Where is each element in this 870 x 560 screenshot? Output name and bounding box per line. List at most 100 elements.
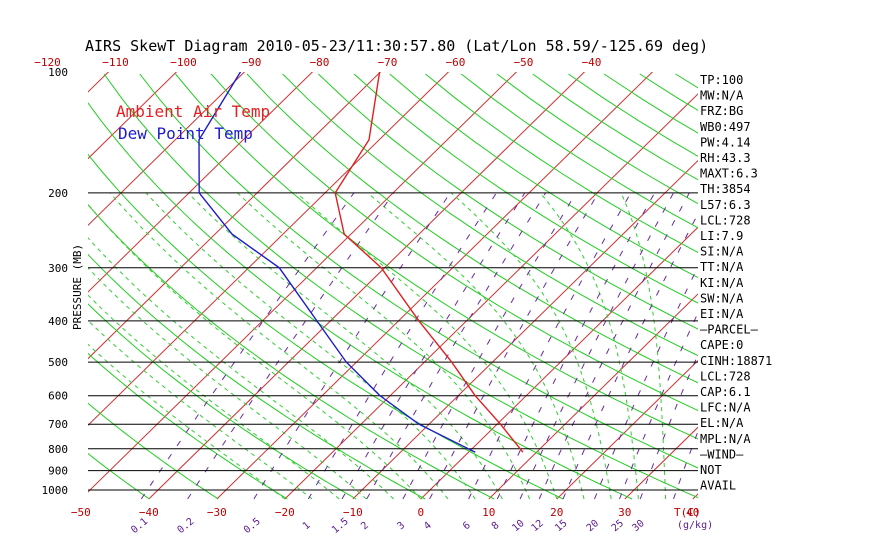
dry-adiabat-line bbox=[318, 73, 698, 330]
stability-index-item: KI:N/A bbox=[700, 276, 744, 290]
dry-adiabat-line bbox=[210, 73, 698, 412]
bottom-temp-tick-label: 10 bbox=[482, 506, 495, 519]
bottom-temp-tick-label: −40 bbox=[139, 506, 159, 519]
stability-index-item: MPL:N/A bbox=[700, 432, 751, 446]
isotherm-line bbox=[829, 65, 870, 499]
dry-adiabat-line bbox=[818, 74, 870, 499]
pressure-tick-label: 100 bbox=[48, 66, 68, 79]
mixing-ratio-labels: 0.1 0.2 0.5 1 1.5 2 3 4 6 8 10 12 15 20 25 30 bbox=[129, 516, 647, 536]
stability-index-item: —PARCEL— bbox=[700, 323, 759, 337]
bottom-temp-tick-label: 0 bbox=[417, 506, 424, 519]
top-temp-tick-label: −50 bbox=[514, 56, 534, 69]
pressure-tick-label: 1000 bbox=[42, 484, 69, 497]
stability-index-item: LI:7.9 bbox=[700, 229, 743, 243]
dry-adiabat-line bbox=[88, 352, 288, 500]
top-temp-tick-label: −90 bbox=[242, 56, 262, 69]
x-axis-unit-label: T(C) bbox=[674, 506, 701, 519]
dew-point-temp-line bbox=[198, 72, 476, 453]
pressure-tick-label: 800 bbox=[48, 443, 68, 456]
dry-adiabat-line bbox=[854, 74, 870, 499]
dry-adiabat-line bbox=[425, 73, 698, 253]
stability-index-item: EL:N/A bbox=[700, 416, 744, 430]
mixing-ratio-label: 10 bbox=[510, 518, 526, 534]
top-temp-tick-label: −80 bbox=[310, 56, 330, 69]
ambient-air-temp-line bbox=[334, 72, 524, 453]
stability-index-item: FRZ:BG bbox=[700, 104, 743, 118]
top-temp-tick-label: −60 bbox=[446, 56, 466, 69]
pressure-tick-label: 400 bbox=[48, 315, 68, 328]
moist-adiabat-line bbox=[367, 192, 585, 500]
plot-area bbox=[0, 65, 870, 500]
stability-index-item: SI:N/A bbox=[700, 245, 744, 259]
pressure-tick-label: 500 bbox=[48, 356, 68, 369]
dry-adiabat-line bbox=[496, 73, 698, 205]
mixing-ratio-line bbox=[429, 192, 599, 500]
isotherm-line bbox=[88, 72, 382, 360]
dry-adiabat-line bbox=[103, 73, 698, 499]
stability-index-item: LCL:728 bbox=[700, 369, 751, 383]
moist-adiabat-line bbox=[620, 192, 667, 500]
dry-adiabat-line bbox=[88, 303, 357, 500]
stability-index-item: MAXT:6.3 bbox=[700, 167, 758, 181]
stability-index-item: LFC:N/A bbox=[700, 401, 751, 415]
moist-adiabat-line bbox=[88, 203, 422, 500]
stability-index-item: PW:4.14 bbox=[700, 135, 751, 149]
pressure-tick-label: 200 bbox=[48, 187, 68, 200]
mixing-ratio-line bbox=[140, 192, 355, 500]
dry-adiabat-line bbox=[88, 452, 150, 500]
isotherm-line bbox=[761, 65, 870, 499]
mixing-ratio-label: 20 bbox=[585, 518, 601, 534]
isotherm-line bbox=[148, 72, 586, 500]
moist-adiabat-line bbox=[296, 192, 558, 500]
bottom-temp-tick-label: −50 bbox=[71, 506, 91, 519]
dry-adiabat-line bbox=[282, 73, 698, 357]
mixing-ratio-label: 0.5 bbox=[242, 516, 263, 536]
isotherm-line bbox=[88, 72, 246, 226]
stability-index-item: L57:6.3 bbox=[700, 198, 751, 212]
dry-adiabat-line bbox=[639, 73, 698, 111]
legend-ambient-air-temp: Ambient Air Temp bbox=[116, 102, 270, 121]
dry-adiabat-line bbox=[139, 73, 698, 469]
isotherm-line bbox=[352, 159, 698, 500]
stability-index-item: CAP:6.1 bbox=[700, 385, 751, 399]
moist-adiabat-line bbox=[88, 294, 340, 500]
bottom-temp-tick-label: −20 bbox=[275, 506, 295, 519]
isotherm-line bbox=[0, 65, 48, 499]
mixing-ratio-label: 1.5 bbox=[330, 516, 351, 536]
mixing-ratio-label: 8 bbox=[490, 520, 502, 532]
pressure-tick-label: 900 bbox=[48, 465, 68, 478]
stability-index-item: EI:N/A bbox=[700, 307, 744, 321]
mixing-ratio-line bbox=[562, 212, 698, 500]
dry-adiabat-line bbox=[747, 74, 870, 499]
dry-adiabat-line bbox=[0, 74, 80, 499]
stability-index-item: CINH:18871 bbox=[700, 354, 772, 368]
mixing-ratio-line bbox=[496, 192, 656, 500]
legend-dew-point-temp: Dew Point Temp bbox=[118, 124, 253, 143]
mixing-ratio-line bbox=[519, 192, 674, 500]
mixing-ratio-line bbox=[187, 192, 395, 500]
mixing-ratio-label: 0.1 bbox=[129, 516, 150, 536]
bottom-temp-tick-label: 40 bbox=[686, 506, 699, 519]
stability-index-item: —WIND— bbox=[700, 447, 744, 461]
moist-adiabat-line bbox=[88, 319, 313, 500]
mixing-ratio-line bbox=[341, 192, 526, 500]
moist-adiabat-line bbox=[539, 192, 639, 500]
isotherm-line bbox=[488, 293, 698, 500]
dry-adiabat-line bbox=[88, 253, 426, 500]
mixing-ratio-line bbox=[538, 192, 690, 500]
bottom-temp-ticks: −50 −40 −30 −20 −10 0 10 20 30 40 bbox=[71, 506, 700, 519]
bottom-temp-tick-label: 30 bbox=[618, 506, 631, 519]
dry-adiabat-line bbox=[389, 73, 698, 279]
sounding-series bbox=[198, 72, 524, 453]
y-axis-label: PRESSURE (MB) bbox=[71, 244, 84, 330]
isotherm-line bbox=[216, 72, 654, 500]
mixing-ratio-label: 3 bbox=[395, 520, 407, 532]
isobar-lines bbox=[88, 192, 698, 491]
moist-adiabat-line bbox=[237, 192, 531, 500]
pressure-tick-label: 300 bbox=[48, 262, 68, 275]
mixing-ratio-label: 30 bbox=[630, 518, 646, 534]
mixing-ratio-unit-label: (g/kg) bbox=[677, 520, 713, 531]
bottom-temp-tick-label: −10 bbox=[343, 506, 363, 519]
